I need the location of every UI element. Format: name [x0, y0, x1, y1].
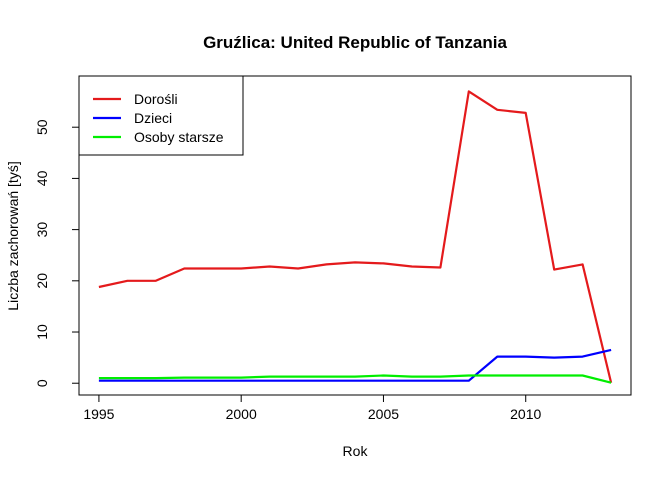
x-tick-label: 2005	[368, 406, 399, 422]
x-tick-label: 1995	[83, 406, 114, 422]
y-tick-label: 50	[34, 119, 50, 135]
x-axis: 1995 2000 2005 2010	[83, 394, 542, 422]
y-axis-label: Liczba zachorowań [tyś]	[5, 161, 21, 310]
chart-title: Gruźlica: United Republic of Tanzania	[203, 33, 507, 52]
legend-label: Osoby starsze	[134, 129, 224, 145]
x-axis-label: Rok	[343, 443, 369, 459]
y-tick-label: 0	[34, 379, 50, 387]
series-line-2	[98, 348, 612, 382]
legend: Dorośli Dzieci Osoby starsze	[78, 75, 244, 156]
y-tick-label: 40	[34, 170, 50, 186]
legend-label: Dorośli	[134, 91, 178, 107]
series-lines	[98, 90, 613, 384]
x-tick-label: 2010	[510, 406, 541, 422]
series-line-1	[98, 90, 613, 383]
y-tick-label: 20	[34, 273, 50, 289]
y-tick-label: 30	[34, 222, 50, 238]
series-line-3	[98, 374, 612, 384]
y-axis: 0 10 20 30 40 50	[34, 119, 80, 387]
legend-box	[78, 75, 244, 156]
x-tick-label: 2000	[226, 406, 257, 422]
y-tick-label: 10	[34, 324, 50, 340]
legend-label: Dzieci	[134, 110, 172, 126]
